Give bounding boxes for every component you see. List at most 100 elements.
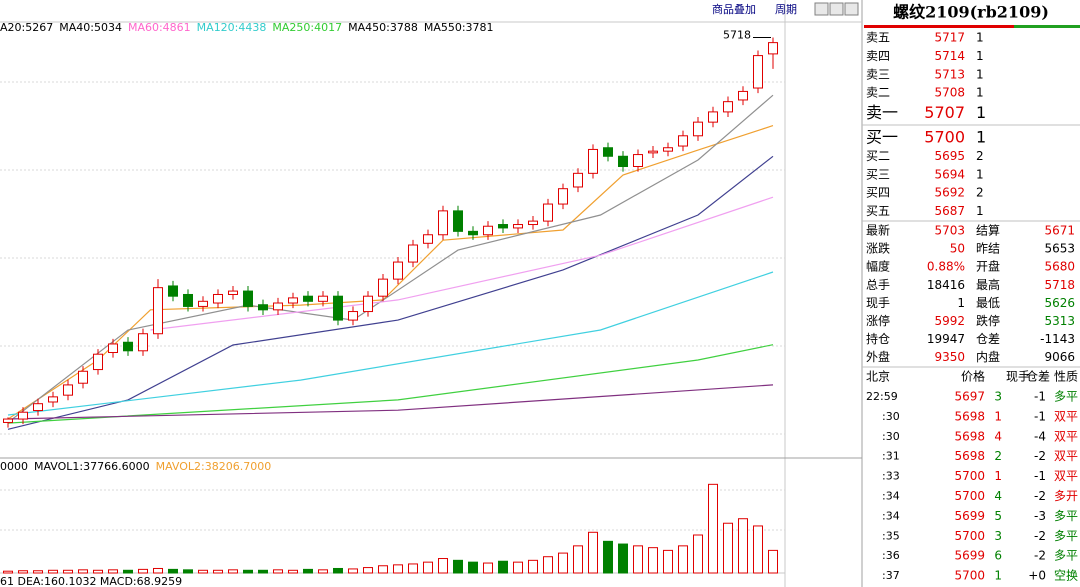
book-qty: 2 — [976, 186, 984, 200]
trade-cell: 5699 — [954, 549, 985, 563]
volume-bar — [678, 545, 688, 574]
candle-body — [708, 111, 718, 123]
volume-bar — [3, 570, 13, 574]
quote-value: 50 — [950, 242, 965, 256]
ma-legend: MA250:4017 — [272, 21, 342, 34]
volume-bar — [63, 569, 73, 574]
candle-body — [663, 147, 673, 152]
trade-cell: 1 — [994, 409, 1002, 423]
book-price: 5700 — [924, 128, 965, 147]
quote-label: 最新 — [866, 223, 890, 238]
volume-bar — [198, 569, 208, 574]
book-label: 买一 — [866, 128, 898, 147]
quote-label: 现手 — [866, 296, 890, 310]
ma-line — [7, 125, 774, 420]
candle-body — [498, 224, 508, 229]
trade-cell: 多开 — [1054, 489, 1078, 503]
book-label: 买四 — [866, 186, 890, 200]
trade-cell: 空换 — [1054, 569, 1078, 583]
volume-bar — [363, 567, 373, 574]
candle-body — [243, 290, 253, 307]
candle-body — [453, 210, 463, 232]
ma-legend: A20:5267 — [0, 21, 53, 34]
candle-body — [618, 155, 628, 168]
trade-cell: -3 — [1034, 509, 1046, 523]
candle-body — [768, 42, 778, 55]
book-price: 5714 — [934, 49, 965, 63]
quote-value: 5626 — [1044, 296, 1075, 310]
trade-cell: 22:59 — [866, 390, 898, 403]
volume-bar — [453, 559, 463, 574]
ma-line — [7, 271, 774, 416]
volume-bar — [108, 569, 118, 574]
button[interactable] — [829, 2, 844, 16]
candle-body — [633, 154, 643, 168]
volume-bar — [393, 564, 403, 574]
candle-body — [48, 396, 58, 403]
candle-body — [138, 333, 148, 352]
quote-label: 外盘 — [866, 349, 890, 364]
volume-bar — [33, 570, 43, 574]
volume-bar — [333, 567, 343, 574]
period-button[interactable]: 周期 — [775, 3, 797, 16]
trade-cell: :33 — [882, 470, 900, 483]
candle-body — [393, 261, 403, 280]
book-qty: 1 — [976, 31, 984, 45]
volume-bar — [378, 565, 388, 574]
volume-bar — [258, 569, 268, 574]
trade-cell: -1 — [1034, 390, 1046, 404]
volume-bar — [93, 569, 103, 574]
button[interactable] — [814, 2, 829, 16]
volume-bar — [273, 569, 283, 574]
trade-cell: 4 — [994, 429, 1002, 443]
quote-value: -1143 — [1040, 332, 1075, 346]
book-qty: 1 — [976, 49, 984, 63]
high-label: 5718 — [723, 29, 751, 42]
button[interactable] — [844, 2, 859, 16]
book-label: 卖一 — [866, 103, 898, 122]
trade-header: 性质 — [1054, 370, 1078, 384]
volume-bar — [48, 569, 58, 574]
trade-cell: 1 — [994, 569, 1002, 583]
trade-cell: :34 — [882, 509, 900, 522]
title-bar-red — [864, 25, 1014, 28]
book-price: 5687 — [934, 204, 965, 218]
volume-bar — [513, 561, 523, 574]
book-qty: 1 — [976, 204, 984, 218]
volume-bar — [558, 552, 568, 574]
volume-legend: MAVOL2:38206.7000 — [156, 460, 272, 473]
volume-bar — [213, 569, 223, 574]
trade-header: 价格 — [961, 369, 985, 384]
candle-body — [558, 188, 568, 205]
candle-body — [363, 295, 373, 313]
ma-legend: MA120:4438 — [197, 21, 267, 34]
trade-cell: :30 — [882, 410, 900, 423]
candle-body — [303, 295, 313, 302]
ma-legend: MA40:5034 — [59, 21, 122, 34]
candle-body — [588, 148, 598, 174]
book-qty: 1 — [976, 103, 986, 122]
trade-cell: 5700 — [954, 489, 985, 503]
volume-bar — [138, 568, 148, 574]
trade-cell: 3 — [994, 390, 1002, 404]
candle-body — [678, 135, 688, 147]
trade-cell: 1 — [994, 469, 1002, 483]
overlay-button[interactable]: 商品叠加 — [712, 2, 756, 16]
book-price: 5707 — [924, 103, 965, 122]
volume-bar — [183, 569, 193, 574]
candle-body — [3, 418, 13, 423]
trade-cell: -2 — [1034, 449, 1046, 463]
volume-bar — [318, 569, 328, 574]
trade-cell: 多平 — [1054, 509, 1078, 523]
trade-cell: 3 — [994, 529, 1002, 543]
trade-cell: +0 — [1028, 569, 1046, 583]
book-price: 5694 — [934, 167, 965, 181]
quote-label: 持仓 — [866, 331, 890, 346]
trade-cell: 多平 — [1054, 549, 1078, 563]
candle-body — [183, 293, 193, 307]
candle-body — [93, 353, 103, 371]
candle-body — [258, 304, 268, 311]
volume-bar — [408, 563, 418, 574]
trade-cell: 5697 — [954, 390, 985, 404]
